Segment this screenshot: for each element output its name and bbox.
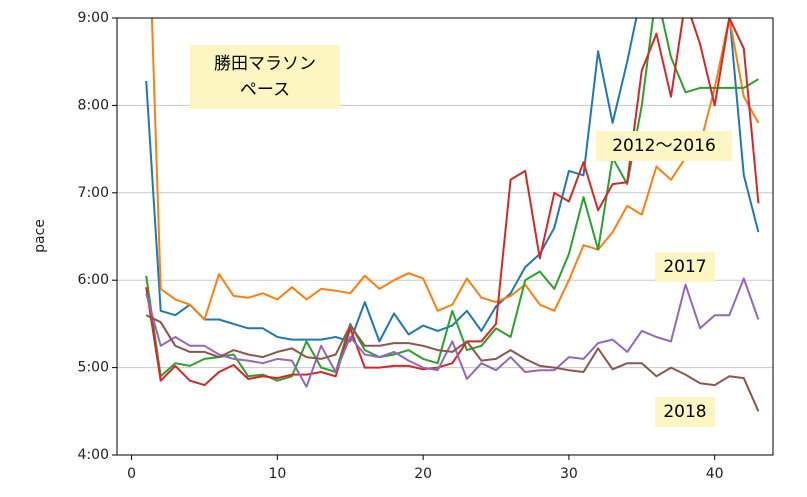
annotation-box [655,397,715,427]
series-line [145,18,760,387]
chart-title: ペース [240,80,290,100]
x-tick-label: 20 [414,466,432,482]
plot-frame [116,17,774,456]
series-line [145,18,759,382]
annotation: 2018 [663,402,706,422]
y-tick-label: 6:00 [78,272,109,288]
series-line [145,18,760,343]
annotation: 2012〜2016 [612,136,716,156]
chart-title: 勝田マラソン [214,54,316,74]
x-tick-label: 0 [127,466,136,482]
x-tick-label: 10 [268,466,286,482]
series-line [145,277,760,388]
y-tick-label: 9:00 [78,10,109,26]
series-line [150,18,760,321]
x-tick-label: 40 [706,466,724,482]
series-line [145,314,760,412]
title-box [190,45,340,109]
x-tick-label: 30 [560,466,578,482]
annotation-box [655,252,715,282]
annotation: 2017 [663,257,706,277]
y-tick-label: 5:00 [78,360,109,376]
y-axis-label: pace [32,219,48,253]
annotation-box [596,131,732,161]
y-tick-label: 7:00 [78,185,109,201]
y-tick-label: 8:00 [78,97,109,113]
y-tick-label: 4:00 [78,447,109,463]
